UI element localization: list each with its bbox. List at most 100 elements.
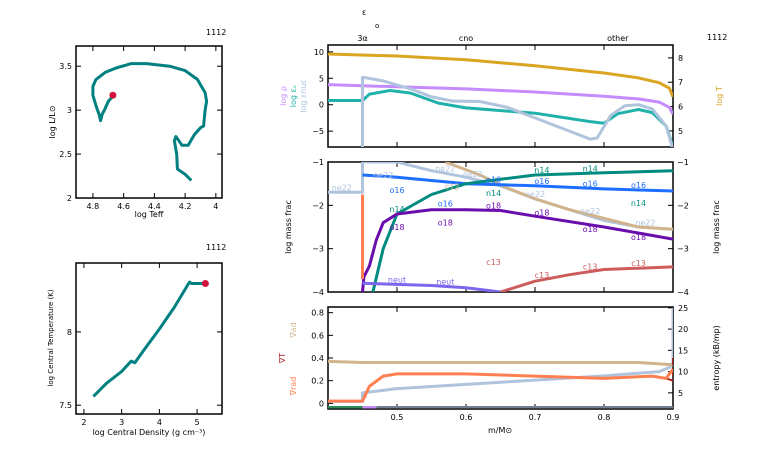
hr-frame — [75, 45, 223, 199]
abund-label-o18: o18 — [389, 223, 404, 232]
abund-o16 — [362, 173, 673, 193]
grad-entropy — [328, 307, 673, 403]
mixing-bar — [362, 406, 377, 409]
profile-grad-ytick-label-right: 10 — [678, 368, 688, 377]
profile-top-ytick-label: 10 — [314, 48, 324, 57]
profile-top-ytick-label: 0 — [319, 101, 324, 110]
hr-xtick-label: 4.6 — [117, 202, 130, 211]
abund-label-neut: neut — [388, 275, 406, 284]
abund-label-ne22: ne22 — [463, 170, 483, 179]
burn-type-label: other — [607, 34, 629, 43]
trho-xlabel: log Central Density (g cm⁻³) — [93, 428, 206, 437]
abund-label-o18: o18 — [583, 225, 598, 234]
trho-xtick-label: 3 — [119, 418, 124, 427]
abund-label-n14: n14 — [583, 164, 598, 173]
profile-abund-ytick-label: −1 — [312, 158, 324, 167]
profile-abund-ytick-label-right: −4 — [677, 288, 689, 297]
profile-grad-ytick-label: 0 — [319, 399, 324, 408]
profile-abund-ytick-label-right: −1 — [677, 158, 689, 167]
trho-model-number: 1112 — [206, 243, 226, 252]
profile-grad-xtick-label: 0.9 — [667, 413, 680, 422]
profile-grad-ytick-label-right: 5 — [678, 389, 683, 398]
burn-type-label: 3α — [357, 34, 367, 43]
profile-grad-xtick-label: 0.8 — [598, 413, 611, 422]
hr-xtick-label: 4.4 — [148, 202, 161, 211]
hr-xtick-label: 4.8 — [87, 202, 100, 211]
top-ylabel-left: log εnuc — [299, 79, 308, 113]
hr-ytick-label: 2.5 — [59, 150, 72, 159]
trho-xtick-label: 2 — [81, 418, 86, 427]
abund-ylabel-right: log mass frac — [712, 200, 721, 254]
profile-abund-ytick-label: −4 — [312, 288, 324, 297]
abund-label-n14: n14 — [389, 205, 404, 214]
abund-label-o18: o18 — [486, 201, 501, 210]
hr-ytick-label: 3 — [67, 106, 72, 115]
abund-label-c13: c13 — [631, 259, 646, 268]
abund-label-ne22: ne22 — [373, 171, 393, 180]
profile-grad-ytick-label: 0.2 — [311, 377, 324, 386]
profile-grad-xtick-label: 0.7 — [529, 413, 542, 422]
hr-xlabel: log Teff — [135, 210, 164, 219]
profile-grad-ytick-label-right: 20 — [678, 325, 688, 334]
top-symbol-1: ε — [362, 8, 366, 17]
hr-ylabel: log L/L⊙ — [48, 105, 57, 138]
abund-n14 — [371, 169, 673, 292]
profile-abund-ytick-label-right: −3 — [677, 245, 689, 254]
profile-abund-ytick-label: −3 — [312, 245, 324, 254]
profile-grad-ytick-label: 0.8 — [311, 309, 324, 318]
abund-label-neut: neut — [436, 277, 454, 286]
abund-o18 — [361, 208, 673, 292]
grad--rad — [328, 368, 673, 403]
trho-ytick-label: 8 — [67, 328, 72, 337]
trho-ylabel: log Central Temperature (K) — [47, 289, 55, 386]
hr-ytick-label: 3.5 — [59, 62, 72, 71]
hr-xtick-label: 4 — [213, 202, 218, 211]
profile-top-ytick-label: −5 — [312, 127, 324, 136]
top-symbol-2: o — [375, 22, 379, 30]
trho-xtick-label: 4 — [157, 418, 162, 427]
profile-grad-ytick-label: 0.6 — [311, 331, 324, 340]
profile-top-ytick-label-right: 6 — [678, 103, 683, 112]
profile-grad-ytick-label-right: 25 — [678, 304, 688, 313]
abund-label-o16: o16 — [486, 176, 501, 185]
profile-top-ytick-label-right: 7 — [678, 78, 683, 87]
abund-neut — [362, 281, 501, 292]
series-log- — [328, 83, 673, 115]
abund-label-n14: n14 — [486, 189, 501, 198]
trho-current-marker — [201, 280, 209, 288]
abund-label-o16: o16 — [583, 179, 598, 188]
trho-frame — [75, 262, 223, 415]
profile-top-ytick-label-right: 5 — [678, 127, 683, 136]
series-log-nuc — [361, 75, 673, 147]
abund-label-o18: o18 — [534, 208, 549, 217]
profile-model-number: 1112 — [707, 33, 727, 42]
profile-abund-ytick-label: −2 — [312, 201, 324, 210]
profile-grad-frame — [327, 306, 674, 410]
top-ylabel-left: log ρ — [279, 86, 288, 106]
abund-label-ne22: ne22 — [525, 190, 545, 199]
abund-label-o16: o16 — [389, 186, 404, 195]
profile-grad-xtick-label: 0.5 — [391, 413, 404, 422]
grad-ylabel-left: ∇ad — [289, 322, 298, 338]
grad--ad — [328, 359, 673, 367]
abund-label-ne22: ne22 — [635, 218, 655, 227]
trho-ytick-label: 7.5 — [59, 401, 72, 410]
profile-abund-ytick-label-right: −2 — [677, 201, 689, 210]
grad-ylabel-left: ∇T — [278, 353, 287, 364]
abund-label-n14: n14 — [534, 166, 549, 175]
hr-track — [91, 62, 209, 182]
abund-label-o16: o16 — [631, 181, 646, 190]
hr-xtick-label: 4.2 — [179, 202, 192, 211]
grad-ylabel-left: ∇rad — [289, 377, 298, 397]
abund-label-o16: o16 — [534, 177, 549, 186]
hr-current-marker — [109, 91, 117, 99]
profile-top-ytick-label-right: 8 — [678, 54, 683, 63]
abund-label-o18: o18 — [631, 233, 646, 242]
hr-ytick-label: 2 — [67, 194, 72, 203]
series-log-T — [328, 52, 673, 98]
series-log- — [328, 89, 673, 147]
abund-label-c13: c13 — [583, 263, 598, 272]
abund-c13 — [500, 265, 673, 292]
abund-label-ne22: ne22 — [332, 183, 352, 192]
abund-c12 — [444, 162, 673, 231]
